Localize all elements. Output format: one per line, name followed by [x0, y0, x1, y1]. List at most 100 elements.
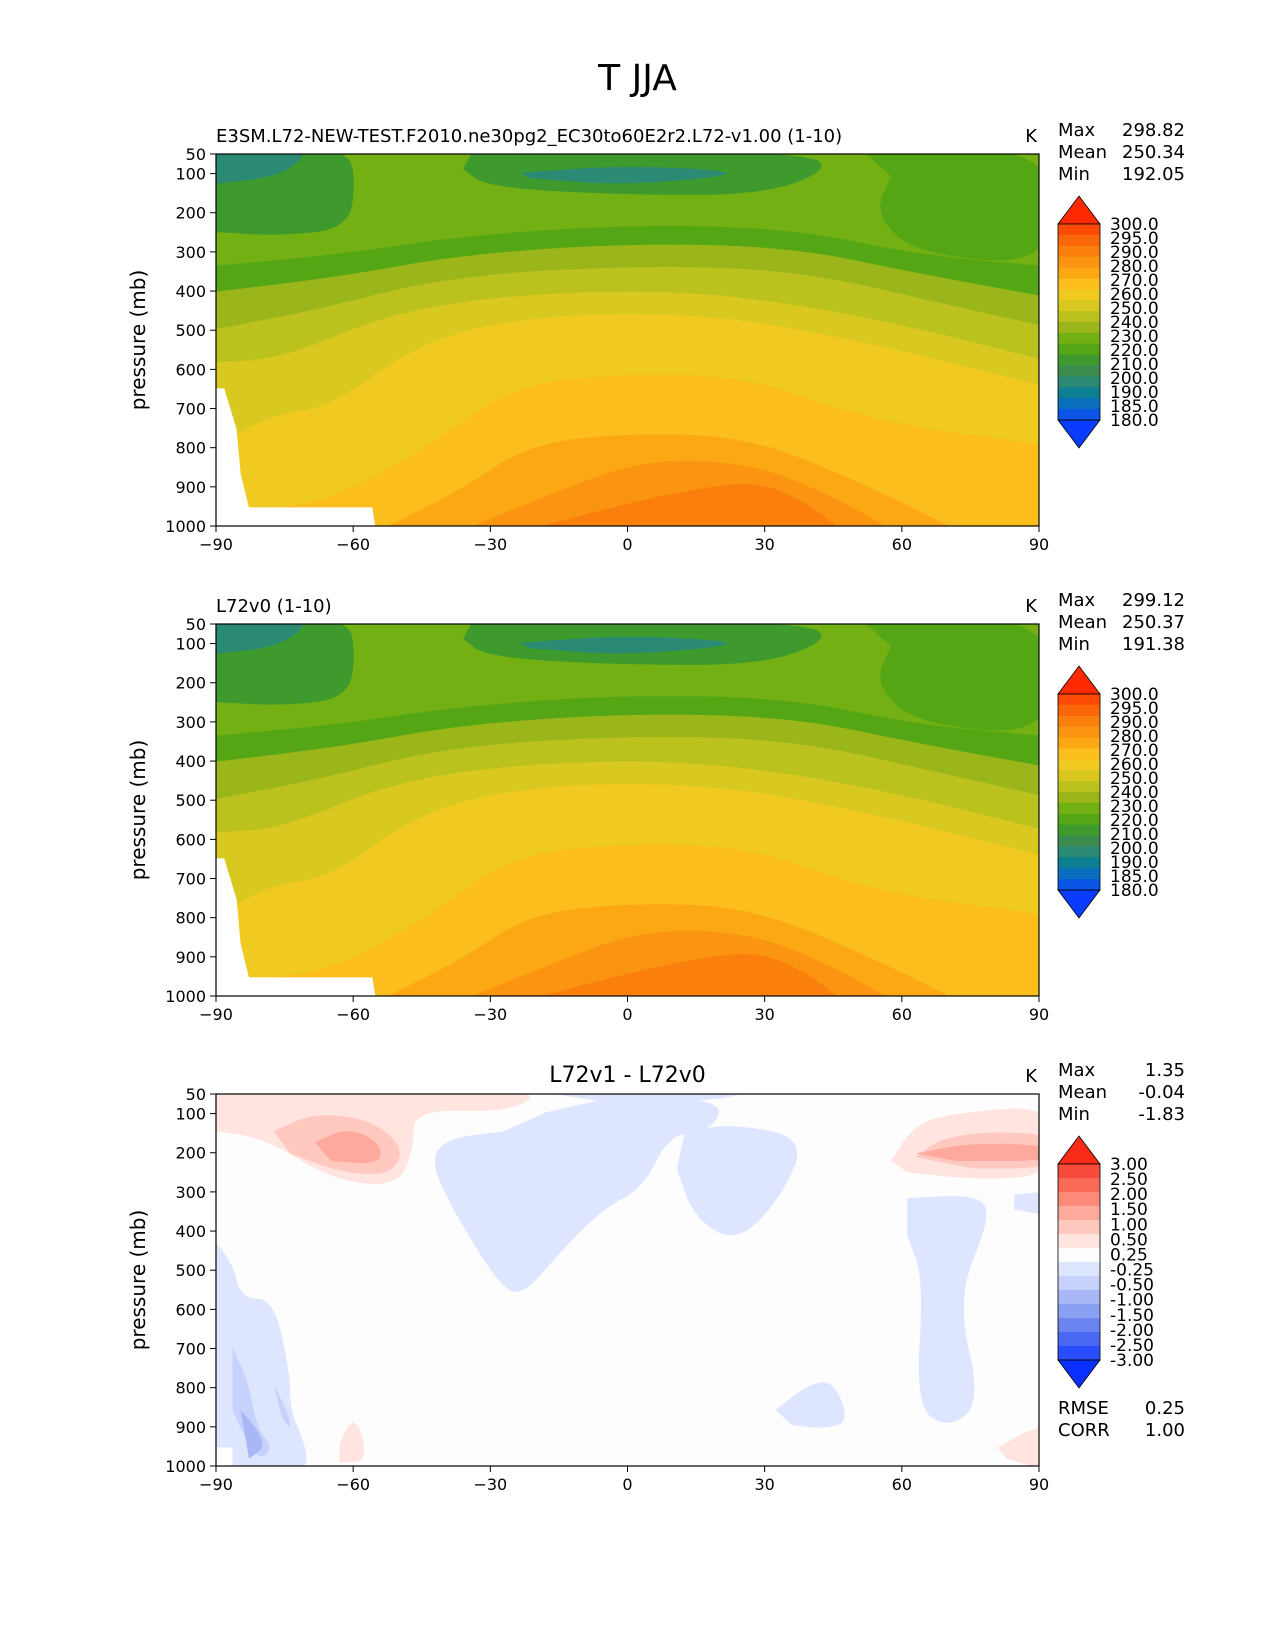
colorbar-label: 260.0: [1110, 755, 1159, 775]
colorbar-swatch: [1058, 376, 1100, 388]
y-tick-label: 100: [175, 1105, 206, 1124]
x-tick-label: 30: [754, 1475, 774, 1494]
colorbar-label: 2.00: [1110, 1185, 1148, 1205]
colorbar-swatch: [1058, 398, 1100, 410]
colorbar-frame: [1057, 693, 1101, 891]
x-tick-label: 90: [1029, 1475, 1049, 1494]
colorbar-label: 290.0: [1110, 713, 1159, 733]
x-tick-label: 30: [754, 535, 774, 554]
y-tick-label: 200: [175, 1144, 206, 1163]
colorbar-swatch: [1058, 704, 1100, 717]
colorbar-swatch: [1058, 824, 1100, 837]
colorbar-extend-min: [1057, 1359, 1101, 1389]
colorbar-swatch: [1058, 813, 1100, 826]
x-tick-label: 90: [1029, 1005, 1049, 1024]
colorbar-swatch: [1058, 1164, 1100, 1179]
colorbar-label: 250.0: [1110, 299, 1159, 319]
colorbar-swatch: [1058, 1318, 1100, 1333]
colorbar-swatch: [1058, 1304, 1100, 1319]
colorbar-swatch: [1058, 256, 1100, 269]
y-tick-label: 900: [175, 478, 206, 497]
colorbar-swatch: [1058, 694, 1100, 706]
colorbar-swatch: [1058, 737, 1100, 749]
stat-value: 192.05: [1122, 164, 1185, 185]
x-tick-label: 30: [754, 1005, 774, 1024]
y-tick-label: 400: [175, 752, 206, 771]
colorbar-swatch: [1058, 781, 1100, 793]
contour-band: [520, 637, 727, 654]
contour-band: [339, 1422, 365, 1463]
colorbar-frame: [1057, 223, 1101, 421]
y-tick-label: 500: [175, 1261, 206, 1280]
y-tick-label: 100: [175, 165, 206, 184]
colorbar-label: 300.0: [1110, 215, 1159, 235]
colorbar-swatch: [1058, 332, 1100, 345]
stat-label: Max: [1058, 1060, 1096, 1081]
colorbar-swatch: [1058, 289, 1100, 301]
colorbar-swatch: [1058, 868, 1100, 880]
y-tick-label: 500: [175, 321, 206, 340]
colorbar-swatch: [1058, 770, 1100, 782]
y-tick-label: 700: [175, 870, 206, 889]
contour-band: [434, 1096, 720, 1292]
colorbar-label: -1.50: [1110, 1306, 1154, 1326]
topography-mask: [216, 388, 376, 526]
x-tick-label: −90: [199, 1475, 233, 1494]
contour-band: [542, 954, 837, 996]
contour-band: [216, 154, 303, 184]
colorbar-label: 200.0: [1110, 839, 1159, 859]
stat-value: -0.04: [1138, 1082, 1185, 1103]
y-tick-label: 300: [175, 713, 206, 732]
colorbar-label: -1.00: [1110, 1291, 1154, 1311]
colorbar-swatch: [1058, 835, 1100, 847]
colorbar-label: 280.0: [1110, 727, 1159, 747]
stat-value: 1.00: [1145, 1420, 1185, 1441]
y-axis-label: pressure (mb): [126, 1210, 150, 1351]
contour-band: [915, 1143, 1039, 1161]
colorbar-swatch: [1058, 1192, 1100, 1207]
contour-band: [314, 1131, 381, 1164]
colorbar-label: -2.50: [1110, 1336, 1154, 1356]
y-tick-label: 800: [175, 909, 206, 928]
stat-value: 191.38: [1122, 634, 1185, 655]
colorbar-label: 240.0: [1110, 783, 1159, 803]
figure-title: T JJA: [598, 58, 677, 99]
colorbar-swatch: [1058, 343, 1100, 356]
contour-band: [240, 1410, 263, 1459]
colorbar-swatch: [1058, 792, 1100, 804]
x-tick-label: 60: [892, 1005, 912, 1024]
colorbar-extend-max: [1057, 195, 1101, 225]
colorbar-swatch: [1058, 224, 1100, 236]
colorbar-swatch: [1058, 234, 1100, 247]
stat-label: CORR: [1058, 1420, 1110, 1441]
contour-field: [216, 154, 1039, 526]
y-tick-label: 800: [175, 439, 206, 458]
colorbar-label: 230.0: [1110, 327, 1159, 347]
panel-title: L72v1 - L72v0: [549, 1063, 705, 1088]
colorbar-swatch: [1058, 1234, 1100, 1249]
stat-label: Max: [1058, 590, 1096, 611]
colorbar-swatch: [1058, 759, 1100, 771]
stat-label: Min: [1058, 634, 1090, 655]
x-tick-label: −90: [199, 535, 233, 554]
y-tick-label: 50: [186, 615, 206, 634]
colorbar-swatch: [1058, 748, 1100, 760]
x-tick-label: −60: [336, 1475, 370, 1494]
stat-label: Max: [1058, 120, 1096, 141]
colorbar-label: -3.00: [1110, 1351, 1154, 1371]
y-tick-label: 200: [175, 204, 206, 223]
units-label: K: [1025, 596, 1038, 617]
colorbar-label: 1.50: [1110, 1200, 1148, 1220]
stat-value: 250.37: [1122, 612, 1185, 633]
colorbar-label: 185.0: [1110, 397, 1159, 417]
colorbar-extend-max: [1057, 1135, 1101, 1165]
colorbar-extend-max: [1057, 665, 1101, 695]
x-tick-label: 60: [892, 1475, 912, 1494]
contour-band: [542, 484, 837, 526]
x-tick-label: −30: [473, 1005, 507, 1024]
y-tick-label: 50: [186, 1085, 206, 1104]
colorbar-swatch: [1058, 1262, 1100, 1277]
colorbar-label: -0.50: [1110, 1276, 1154, 1296]
y-tick-label: 800: [175, 1379, 206, 1398]
